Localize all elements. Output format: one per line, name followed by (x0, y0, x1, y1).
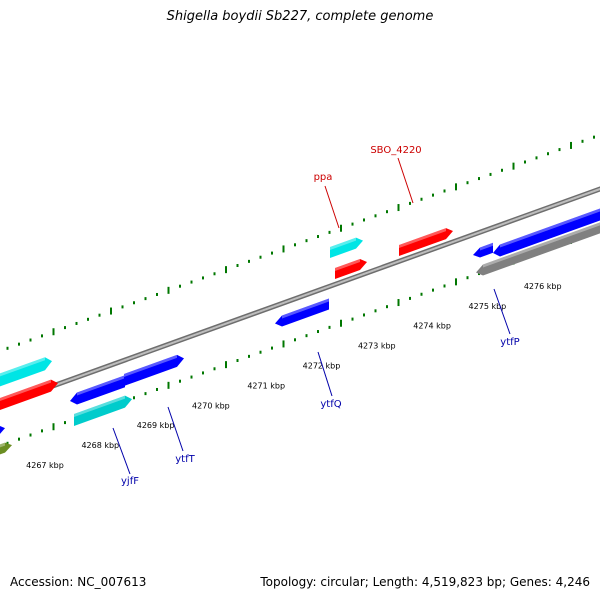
feature-ppa-rna (330, 237, 363, 258)
map-title: Shigella boydii Sb227, complete genome (166, 9, 434, 24)
feature-sbo4220-shine (399, 228, 446, 248)
feature-plus-cds-left-shine (0, 379, 51, 401)
label-layer: ppa SBO_4220 yjfF ytfT ytfQ ytfP (112, 145, 520, 487)
accession-text: Accession: NC_007613 (10, 575, 147, 589)
feature-edge-blue-body (0, 425, 5, 434)
gene-label-ytft: ytfT (175, 454, 195, 465)
feature-sbo4220 (399, 228, 453, 256)
kbp-tick-label: 4271 kbp (247, 381, 285, 390)
feature-plus-rna-left (0, 357, 52, 387)
feature-ytfp-small-body (473, 242, 493, 258)
gene-label-ppa: ppa (314, 172, 333, 183)
feature-edge-olive-shine (0, 442, 5, 448)
kbp-tick-label: 4275 kbp (469, 302, 507, 311)
feature-ytfp-long-shine (500, 208, 600, 248)
feature-pseudo-body (476, 222, 600, 276)
feature-ytfq-body (275, 298, 329, 327)
kbp-tick-label: 4272 kbp (303, 362, 341, 371)
feature-ytfp-small-shine (480, 242, 493, 251)
gene-leader-ppa (324, 185, 340, 229)
kbp-tick-label: 4273 kbp (358, 342, 396, 351)
kbp-tick-label: 4270 kbp (192, 401, 230, 410)
gene-leader-ytfp (493, 288, 511, 335)
backbone-layer (0, 186, 600, 408)
feature-minus-rna-1 (74, 395, 132, 426)
feature-minus-cds-1-shine (77, 375, 125, 396)
feature-ytfq-shine (282, 298, 329, 319)
feature-minus-cds-1-body (70, 375, 125, 405)
feature-ppa-cds (335, 259, 367, 279)
feature-plus-rna-left-body (0, 357, 52, 387)
feature-minus-cds-2-shine (124, 354, 177, 377)
feature-edge-blue (0, 425, 5, 434)
feature-minus-rna-1-body (74, 395, 132, 426)
feature-minus-cds-1 (70, 375, 125, 405)
feature-ytfp-long-body (493, 208, 600, 257)
feature-ppa-rna-body (330, 237, 363, 258)
gene-label-sbo-4220: SBO_4220 (370, 145, 421, 156)
feature-edge-olive-body (0, 442, 12, 455)
gene-leader-yjff (112, 427, 131, 475)
feature-pseudo-shine (483, 222, 600, 268)
kbp-tick-label: 4269 kbp (137, 421, 175, 430)
feature-edge-olive (0, 442, 12, 455)
tick-layer: 4267 kbp 4268 kbp 4269 kbp 4270 kbp 4271 kbp… (6, 135, 595, 470)
kbp-tick-label: 4274 kbp (413, 322, 451, 331)
feature-minus-rna-1-shine (74, 395, 125, 417)
feature-ytfp-long (493, 208, 600, 257)
feature-plus-rna-left-shine (0, 357, 45, 377)
gene-label-ytfp: ytfP (500, 337, 519, 348)
feature-ytfp-small (473, 242, 493, 258)
feature-ytfq (275, 298, 329, 327)
gene-leader-ytfq (317, 351, 333, 397)
gene-leader-sbo-4220 (397, 157, 414, 204)
kbp-tick-label: 4276 kbp (524, 282, 562, 291)
feature-ppa-cds-shine (335, 259, 360, 271)
gene-leader-ytft (167, 406, 184, 452)
feature-plus-cds-left-body (0, 379, 58, 410)
backbone-line-highlight (0, 187, 600, 407)
genome-stats-text: Topology: circular; Length: 4,519,823 bp… (260, 575, 590, 589)
feature-sbo4220-body (399, 228, 453, 256)
feature-plus-cds-left (0, 379, 58, 410)
gene-label-ytfq: ytfQ (320, 399, 341, 410)
kbp-tick-label: 4268 kbp (81, 441, 119, 450)
kbp-tick-label: 4267 kbp (26, 461, 64, 470)
feature-layer (0, 208, 600, 455)
feature-minus-cds-2 (124, 354, 184, 386)
feature-minus-cds-2-body (124, 354, 184, 386)
feature-ppa-cds-body (335, 259, 367, 279)
feature-ppa-rna-shine (330, 237, 356, 250)
gene-label-yjff: yjfF (121, 476, 139, 487)
feature-pseudo (476, 222, 600, 276)
